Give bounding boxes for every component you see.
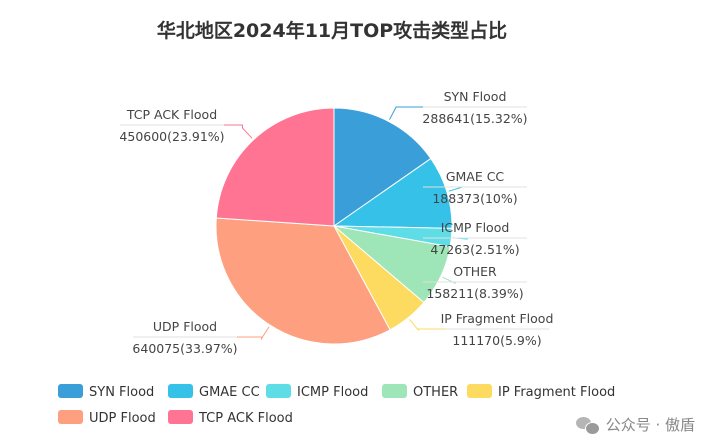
- pie-slice-syn-flood: [333, 107, 432, 227]
- slice-name-icmp-flood: ICMP Flood: [441, 220, 510, 235]
- legend-swatch-tcp-ack-flood: [168, 410, 193, 424]
- legend-label-ip-fragment-flood: IP Fragment Flood: [498, 385, 615, 400]
- slice-name-udp-flood: UDP Flood: [153, 319, 217, 334]
- pie-slices: [215, 107, 453, 345]
- legend-label-tcp-ack-flood: TCP ACK Flood: [198, 411, 293, 426]
- pie-slice-tcp-ack-flood: [215, 107, 335, 227]
- slice-name-ip-fragment-flood: IP Fragment Flood: [441, 311, 554, 326]
- legend-label-udp-flood: UDP Flood: [89, 411, 156, 426]
- slice-name-syn-flood: SYN Flood: [444, 89, 507, 104]
- legend-swatch-icmp-flood: [266, 384, 291, 398]
- legend: SYN Flood GMAE CC ICMP Flood OTHER IP Fragme…: [58, 384, 615, 426]
- legend-swatch-udp-flood: [58, 410, 83, 424]
- slice-name-gmae-cc: GMAE CC: [446, 169, 505, 184]
- pie-slice-udp-flood: [215, 217, 391, 345]
- slice-name-tcp-ack-flood: TCP ACK Flood: [126, 107, 217, 122]
- slice-value-udp-flood: 640075(33.97%): [132, 341, 237, 356]
- legend-swatch-gmae-cc: [168, 384, 193, 398]
- slice-value-syn-flood: 288641(15.32%): [422, 111, 527, 126]
- watermark-text: 公众号 · 傲盾: [605, 416, 695, 434]
- legend-swatch-other: [382, 384, 407, 398]
- slice-value-icmp-flood: 47263(2.51%): [430, 242, 519, 257]
- watermark: 公众号 · 傲盾: [575, 414, 695, 435]
- label-leaders: [120, 106, 549, 341]
- legend-item-gmae-cc: GMAE CC: [168, 384, 260, 400]
- wechat-icon: [575, 415, 600, 435]
- slice-value-other: 158211(8.39%): [426, 286, 523, 301]
- slice-value-ip-fragment-flood: 111170(5.9%): [452, 333, 541, 348]
- legend-item-other: OTHER: [382, 384, 458, 400]
- legend-swatch-ip-fragment-flood: [467, 384, 492, 398]
- slice-name-other: OTHER: [453, 264, 497, 279]
- legend-swatch-syn-flood: [58, 384, 83, 398]
- legend-label-other: OTHER: [413, 385, 458, 400]
- legend-item-tcp-ack-flood: TCP ACK Flood: [168, 410, 293, 426]
- legend-item-syn-flood: SYN Flood: [58, 384, 154, 400]
- legend-item-udp-flood: UDP Flood: [58, 410, 156, 426]
- chart-title: 华北地区2024年11月TOP攻击类型占比: [157, 19, 507, 42]
- pie-slice-gmae-cc: [332, 157, 453, 229]
- slice-value-tcp-ack-flood: 450600(23.91%): [119, 129, 224, 144]
- legend-item-icmp-flood: ICMP Flood: [266, 384, 368, 400]
- legend-label-icmp-flood: ICMP Flood: [297, 385, 368, 400]
- slice-value-gmae-cc: 188373(10%): [432, 191, 517, 206]
- legend-label-syn-flood: SYN Flood: [89, 385, 154, 400]
- legend-item-ip-fragment-flood: IP Fragment Flood: [467, 384, 615, 400]
- slice-labels: SYN Flood 288641(15.32%) GMAE CC 188373(10%…: [119, 89, 553, 356]
- legend-label-gmae-cc: GMAE CC: [199, 385, 260, 400]
